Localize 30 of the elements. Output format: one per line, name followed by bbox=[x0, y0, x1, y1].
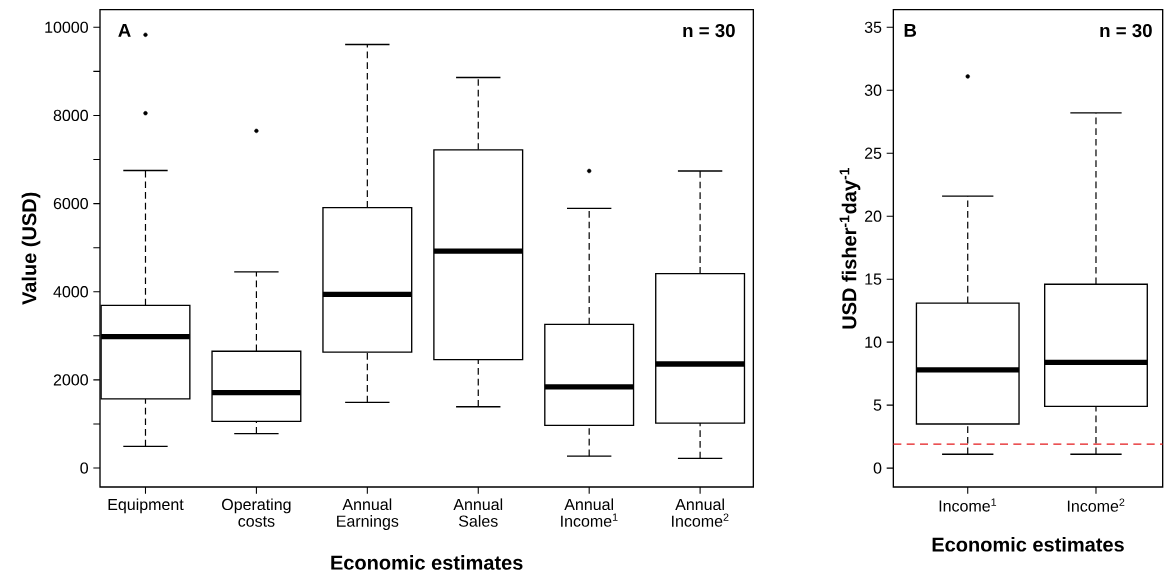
y-tick-label: 6000 bbox=[53, 197, 88, 210]
annotation: n = 30 bbox=[1100, 23, 1152, 38]
x-axis-title: Economic estimates bbox=[932, 536, 1124, 552]
x-tick-label: Income$^{1}$ bbox=[939, 498, 997, 512]
y-tick-label: 2000 bbox=[53, 374, 88, 386]
x-tick-label: Income$^{2}$ bbox=[1067, 498, 1125, 512]
annotation: A bbox=[118, 23, 131, 37]
x-tick-label: Operating costs bbox=[222, 498, 291, 527]
y-tick-label: 0 bbox=[873, 462, 882, 474]
x-axis-title: Economic estimates bbox=[331, 555, 523, 570]
y-tick-label: 10 bbox=[865, 336, 882, 348]
x-tick-label: Annual Sales bbox=[453, 498, 503, 527]
y-tick-label: 8000 bbox=[53, 109, 88, 122]
y-tick-label: 25 bbox=[864, 147, 882, 159]
y-tick-label: 15 bbox=[865, 273, 882, 285]
x-tick-label: Annual Income$^{1}$ bbox=[561, 498, 618, 527]
annotation: B bbox=[904, 23, 917, 37]
y-axis-title: Value (USD) bbox=[21, 192, 41, 305]
y-tick-label: 5 bbox=[873, 399, 882, 411]
y-tick-label: 35 bbox=[864, 21, 882, 33]
y-tick-label: 0 bbox=[80, 462, 89, 474]
y-tick-label: 4000 bbox=[53, 286, 88, 298]
y-tick-label: 10000 bbox=[45, 21, 88, 33]
y-tick-label: 30 bbox=[864, 84, 882, 96]
x-tick-label: Annual Earnings bbox=[337, 498, 399, 530]
x-tick-label: Annual Income$^{2}$ bbox=[672, 498, 729, 527]
annotation: n = 30 bbox=[683, 23, 735, 38]
y-tick-label: 20 bbox=[864, 210, 882, 222]
x-tick-label: Equipment bbox=[108, 498, 184, 514]
y-axis-title: USD fisher$^{-1}$day$^{-1}$ bbox=[839, 167, 861, 329]
